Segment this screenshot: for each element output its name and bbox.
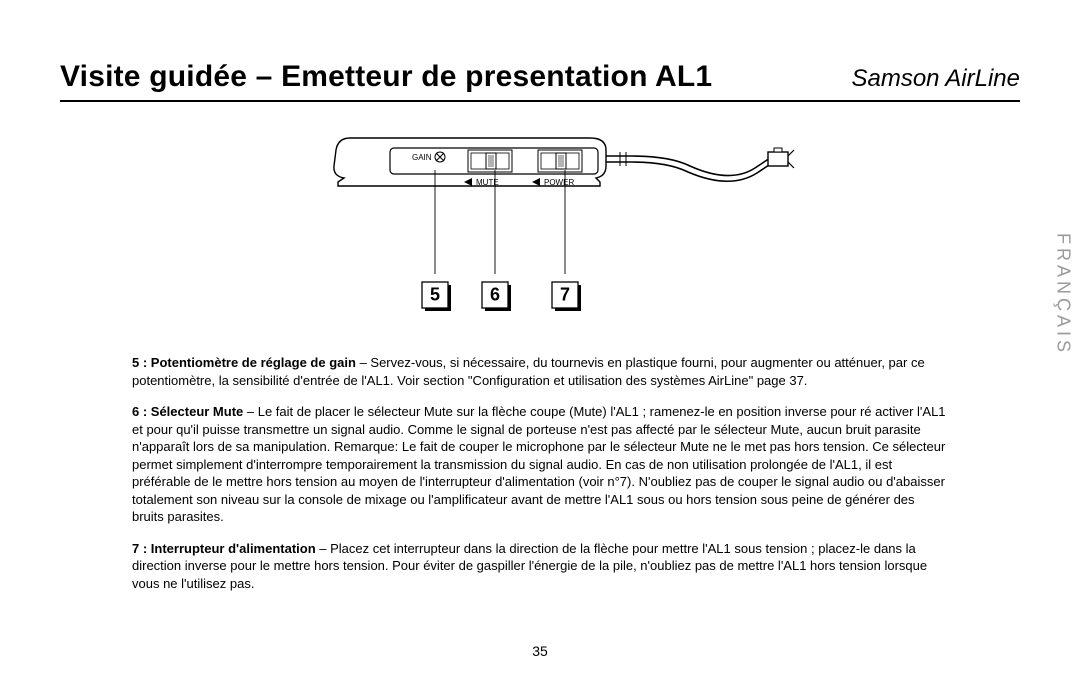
paragraph: 5 : Potentiomètre de réglage de gain – S… [132, 354, 948, 389]
svg-text:6: 6 [490, 285, 500, 305]
paragraph-lead: 7 : Interrupteur d'alimentation [132, 541, 316, 556]
svg-text:7: 7 [560, 285, 570, 305]
page-title: Visite guidée – Emetteur de presentation… [60, 60, 712, 94]
paragraph-lead: 5 : Potentiomètre de réglage de gain [132, 355, 356, 370]
svg-text:5: 5 [430, 285, 440, 305]
paragraph: 6 : Sélecteur Mute – Le fait de placer l… [132, 403, 948, 526]
paragraph-lead: 6 : Sélecteur Mute [132, 404, 243, 419]
language-tab: FRANÇAIS [1046, 220, 1080, 370]
device-diagram: GAIN MUTE POWER [60, 126, 1020, 336]
gain-label: GAIN [412, 153, 432, 162]
page-number: 35 [0, 643, 1080, 659]
power-label: POWER [544, 178, 574, 187]
paragraph: 7 : Interrupteur d'alimentation – Placez… [132, 540, 948, 593]
page-title-bar: Visite guidée – Emetteur de presentation… [60, 60, 1020, 102]
body-text: 5 : Potentiomètre de réglage de gain – S… [60, 354, 1020, 593]
language-tab-label: FRANÇAIS [1053, 233, 1074, 356]
brand-name: Samson AirLine [851, 65, 1020, 93]
